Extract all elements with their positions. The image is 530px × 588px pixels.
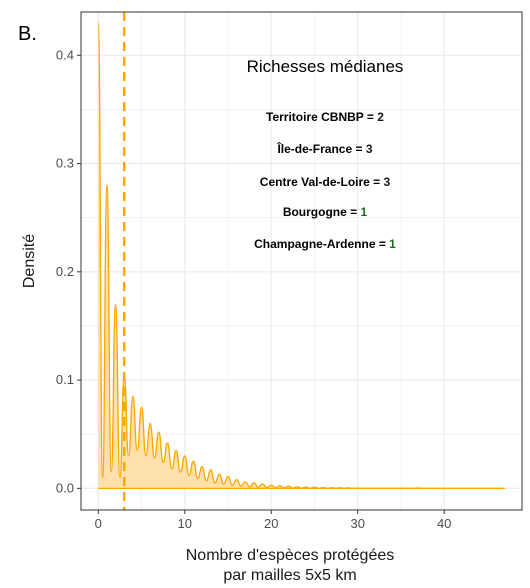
annotation-title: Richesses médianes: [247, 57, 404, 76]
x-tick-label: 40: [437, 516, 451, 531]
y-ticks: 0.0 0.1 0.2 0.3 0.4: [56, 47, 81, 495]
y-tick-label: 0.2: [56, 264, 74, 279]
plot-panel: [80, 11, 523, 511]
annotation-label: Champagne-Ardenne =: [254, 237, 389, 251]
x-ticks: 0 10 20 30 40: [95, 510, 451, 531]
y-axis-title: Densité: [21, 234, 38, 288]
x-tick-label: 20: [264, 516, 278, 531]
annotation-value: 2: [377, 110, 384, 124]
annotation-label: Île-de-France =: [276, 141, 365, 156]
y-tick-label: 0.0: [56, 480, 74, 495]
annotation-line: Bourgogne = 1: [283, 205, 368, 219]
density-series: [97, 22, 505, 489]
annotation-line: Île-de-France = 3: [276, 141, 372, 156]
grid-minor: [81, 12, 522, 510]
annotation-value: 1: [360, 205, 367, 219]
annotation-value: 3: [384, 175, 391, 189]
annotation-line: Champagne-Ardenne = 1: [254, 237, 396, 251]
annotation-value: 3: [366, 142, 373, 156]
y-tick-label: 0.3: [56, 156, 74, 171]
x-axis-title-line2: par mailles 5x5 km: [223, 567, 356, 584]
x-axis-title: Nombre d'espèces protégées: [186, 547, 395, 564]
annotation-line: Territoire CBNBP = 2: [266, 110, 384, 124]
annotation-label: Bourgogne =: [283, 205, 361, 219]
annotation-label: Territoire CBNBP =: [266, 110, 377, 124]
x-tick-label: 30: [350, 516, 364, 531]
y-tick-label: 0.1: [56, 372, 74, 387]
plot-border: [80, 11, 523, 511]
x-tick-label: 0: [95, 516, 102, 531]
annotation-label: Centre Val-de-Loire =: [260, 175, 384, 189]
x-tick-label: 10: [178, 516, 192, 531]
annotation-value: 1: [389, 237, 396, 251]
panel-label: B.: [18, 23, 37, 45]
annotation-line: Centre Val-de-Loire = 3: [260, 175, 391, 189]
y-tick-label: 0.4: [56, 47, 74, 62]
